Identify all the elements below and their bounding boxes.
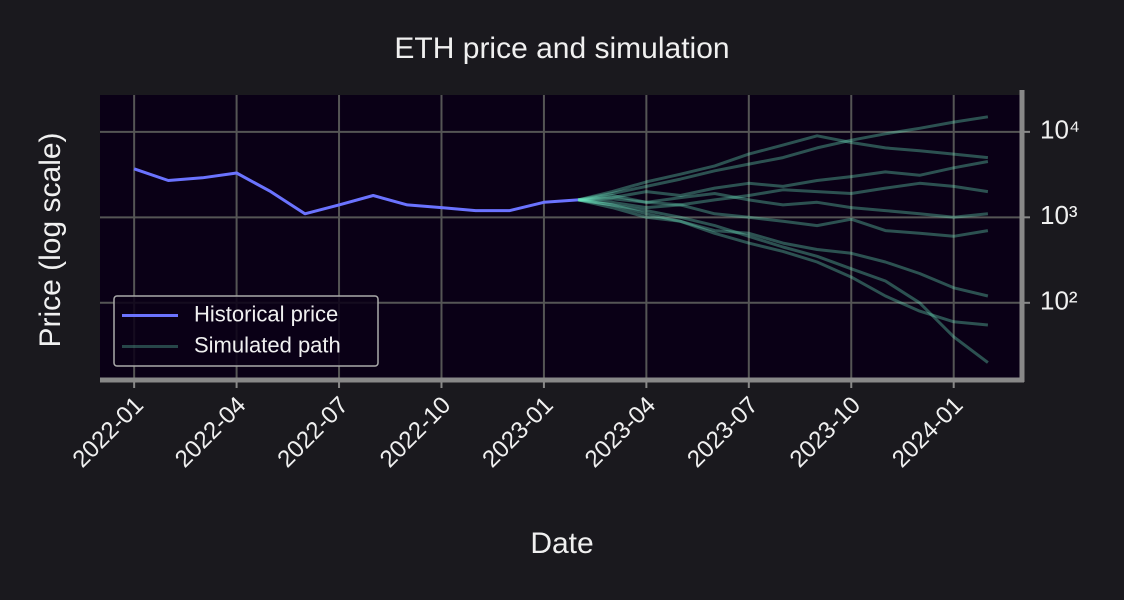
y-tick-label: 10⁴ xyxy=(1040,115,1080,145)
simulated-path xyxy=(578,181,989,207)
y-tick-label: 10³ xyxy=(1040,200,1078,230)
y-axis-label: Price (log scale) xyxy=(34,132,67,347)
legend-box xyxy=(113,295,379,367)
simulated-path xyxy=(577,198,989,327)
legend-label: Simulated path xyxy=(194,332,341,357)
simulated-path xyxy=(577,115,989,202)
chart-title: ETH price and simulation xyxy=(394,32,729,65)
historical-line xyxy=(133,167,579,216)
legend-label: Historical price xyxy=(194,301,338,326)
simulated-path xyxy=(577,198,989,364)
simulated-path xyxy=(577,198,989,298)
simulated-path xyxy=(577,192,989,219)
x-axis-label: Date xyxy=(530,527,593,560)
simulated-path xyxy=(577,134,989,202)
simulated-path xyxy=(577,160,989,202)
simulated-path xyxy=(577,198,989,238)
y-tick-label: 10² xyxy=(1040,286,1078,316)
